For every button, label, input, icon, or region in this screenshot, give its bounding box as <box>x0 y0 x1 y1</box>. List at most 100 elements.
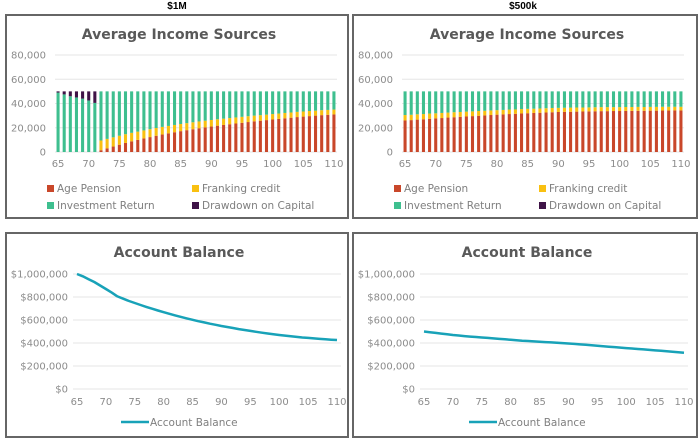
bar-segment-franking <box>618 107 622 112</box>
bar-segment-investment <box>489 91 493 111</box>
bar-segment-franking <box>673 106 677 111</box>
bar-segment-franking <box>277 113 281 119</box>
bar-segment-age-pension <box>495 114 499 152</box>
x-tick-label: 90 <box>552 159 565 170</box>
bar-segment-investment <box>252 91 256 116</box>
bar-segment-investment <box>636 91 640 107</box>
legend-label: Franking credit <box>202 183 280 195</box>
balance-chart-500k: Account Balance $0 $200,000 $400,000 $600,00… <box>358 245 694 429</box>
bar-segment-age-pension <box>458 116 462 152</box>
y-tick-label: 40,000 <box>358 99 393 110</box>
x-tick-label: 70 <box>100 397 113 408</box>
bar-segment-age-pension <box>440 118 444 152</box>
column-title-1m: $1M <box>167 1 187 12</box>
bar-segment-age-pension <box>679 110 683 152</box>
bar-segment-investment <box>301 91 305 112</box>
x-tick-label: 65 <box>399 159 412 170</box>
bar-segment-investment <box>197 91 201 122</box>
bar-segment-investment <box>630 91 634 108</box>
bar-segment-age-pension <box>544 112 548 152</box>
bar-segment-investment <box>421 91 425 115</box>
bar-segment-age-pension <box>283 118 287 152</box>
bar-segment-franking <box>458 111 462 117</box>
x-tick-label: 110 <box>671 159 690 170</box>
bar-segment-investment <box>667 91 671 107</box>
bar-segment-investment <box>154 91 158 128</box>
bar-segment-age-pension <box>636 110 640 152</box>
bar-segment-age-pension <box>326 114 330 152</box>
x-tick-label: 75 <box>113 159 126 170</box>
bar-segment-age-pension <box>489 115 493 152</box>
legend-label: Age Pension <box>404 183 468 195</box>
y-tick-label: $600,000 <box>367 316 415 327</box>
bar-segment-investment <box>507 91 511 110</box>
bar-segment-franking <box>581 107 585 112</box>
bar-segment-age-pension <box>295 117 299 152</box>
legend-swatch-franking <box>539 185 546 192</box>
bar-segment-franking <box>215 119 219 126</box>
x-tick-label: 110 <box>327 397 346 408</box>
bar-segment-investment <box>74 97 78 152</box>
bar-segment-investment <box>458 91 462 112</box>
y-tick-label: 40,000 <box>11 99 46 110</box>
balance-chart-1m: Account Balance $0 $200,000 $400,000 $600,00… <box>11 245 347 429</box>
legend-label: Account Balance <box>498 417 586 429</box>
bar-segment-franking <box>228 118 232 125</box>
bar-segment-age-pension <box>575 111 579 152</box>
bar-segment-age-pension <box>264 120 269 152</box>
legend-label: Drawdown on Capital <box>202 200 314 212</box>
y-tick-label: $400,000 <box>20 339 68 350</box>
series-line-account-balance <box>76 272 338 342</box>
bar-segment-franking <box>624 107 628 111</box>
bar-segment-franking <box>520 109 524 114</box>
bar-segment-investment <box>179 91 183 124</box>
bar-segment-franking <box>179 123 183 132</box>
bar-segment-age-pension <box>428 118 432 152</box>
y-tick-label: 0 <box>387 148 393 159</box>
y-tick-label: $800,000 <box>367 293 415 304</box>
bar-segment-franking <box>403 115 407 121</box>
bar-segment-investment <box>661 91 665 107</box>
bar-segment-franking <box>111 137 115 147</box>
x-tick-label: 105 <box>646 397 665 408</box>
bar-segment-franking <box>415 114 419 120</box>
bar-segment-age-pension <box>421 119 425 152</box>
bar-segment-franking <box>154 127 158 136</box>
bar-segment-franking <box>99 140 103 151</box>
bar-segment-franking <box>642 107 646 111</box>
y-tick-label: 20,000 <box>11 123 46 134</box>
y-tick-label: $800,000 <box>20 293 68 304</box>
bar-segment-franking <box>489 110 493 116</box>
bar-segment-franking <box>630 107 634 111</box>
bar-segment-age-pension <box>271 119 275 152</box>
bar-segment-investment <box>562 91 566 108</box>
bar-segment-age-pension <box>409 120 413 152</box>
bar-segment-franking <box>326 109 330 115</box>
x-tick-label: 80 <box>144 159 157 170</box>
bar-segment-age-pension <box>320 115 324 152</box>
bar-segment-investment <box>326 91 330 110</box>
y-tick-label: $0 <box>55 385 68 396</box>
x-tick-label: 100 <box>610 159 629 170</box>
legend-swatch-investment <box>47 202 54 209</box>
x-tick-label: 100 <box>263 159 282 170</box>
x-tick-label: 95 <box>236 159 249 170</box>
bar-segment-investment <box>264 91 269 115</box>
bar-segment-age-pension <box>618 111 622 152</box>
bar-segment-age-pension <box>203 127 207 152</box>
bar-segment-franking <box>421 114 425 120</box>
bar-segment-investment <box>483 91 487 111</box>
bar-segment-age-pension <box>136 139 140 152</box>
bar-segment-age-pension <box>569 111 573 152</box>
income-chart-500k-panel: Average Income Sources 0 20,000 40,000 60,00… <box>352 14 698 219</box>
bar-segment-franking <box>648 106 652 111</box>
bar-segment-age-pension <box>483 115 487 152</box>
bar-segment-franking <box>452 112 456 118</box>
bar-segment-franking <box>166 125 170 134</box>
x-tick-label: 100 <box>270 397 289 408</box>
bar-segment-investment <box>434 91 438 114</box>
chart-title: Account Balance <box>114 245 245 261</box>
bar-segment-age-pension <box>240 122 244 152</box>
bar-segment-drawdown <box>87 91 91 101</box>
chart-title: Average Income Sources <box>430 27 624 43</box>
